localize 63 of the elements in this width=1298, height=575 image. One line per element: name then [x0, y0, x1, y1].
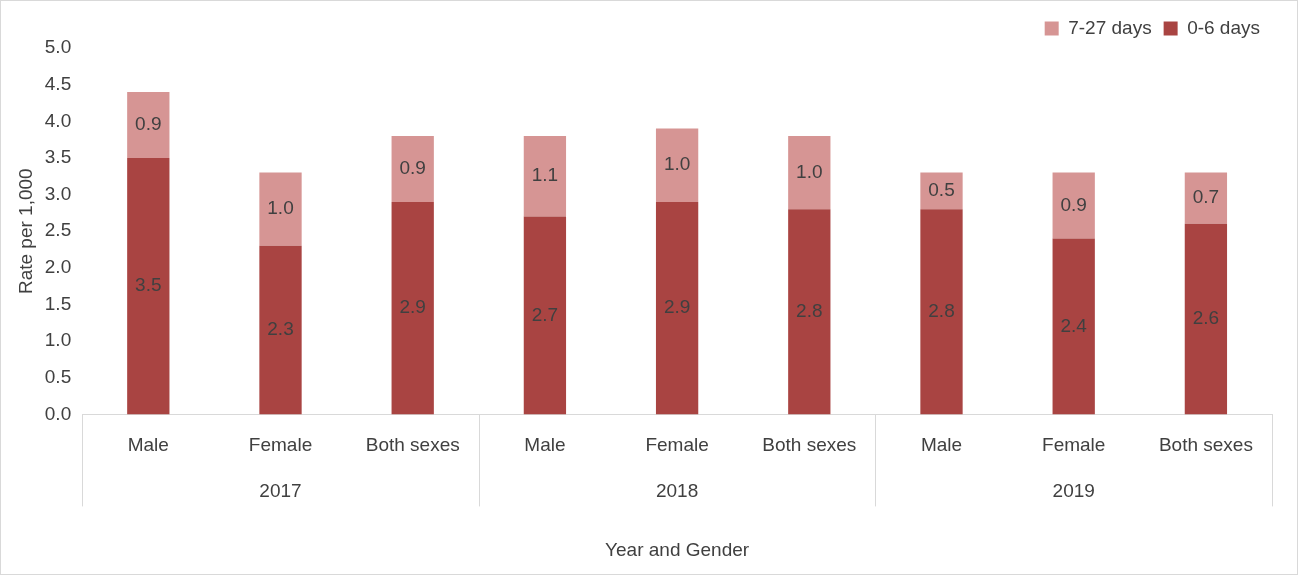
- x-tick-label: Female: [248, 434, 313, 456]
- data-label: 1.1: [531, 164, 559, 186]
- text: 2018: [655, 479, 699, 501]
- bar: [127, 157, 170, 415]
- data-label: 1.0: [663, 153, 691, 175]
- bar: [523, 216, 567, 415]
- data-label: 2.3: [267, 318, 294, 340]
- bar: [655, 201, 699, 415]
- y-tick-label: 0.5: [44, 365, 72, 387]
- bar: [788, 135, 831, 210]
- y-tick-label: 1.0: [44, 329, 72, 351]
- data-label: 1.0: [796, 160, 823, 182]
- data-label: 0.9: [1060, 193, 1087, 215]
- data-label: 2.7: [531, 303, 559, 325]
- data-label: 2.8: [796, 300, 823, 322]
- data-label: 3.5: [135, 274, 162, 296]
- x-tick-label: Female: [1042, 434, 1106, 456]
- bar: [127, 91, 170, 158]
- legend-label: 0-6 days: [1187, 16, 1260, 38]
- x-tick-label: Both sexes: [762, 434, 857, 456]
- x-tick-label: Male: [920, 434, 963, 456]
- y-tick-label: 2.5: [44, 219, 72, 241]
- y-axis-title: Rate per 1,000: [14, 168, 36, 295]
- bar: [391, 135, 434, 202]
- data-label: 2.4: [1060, 314, 1088, 336]
- bar: [1052, 172, 1095, 239]
- y-tick-label: 3.5: [44, 146, 72, 168]
- text: 2017: [259, 479, 302, 501]
- x-axis-title: Year and Gender: [605, 538, 750, 560]
- x-tick-label: Both sexes: [365, 434, 460, 456]
- x-tick-label: Female: [645, 434, 709, 456]
- data-label: 2.6: [1192, 307, 1220, 329]
- x-tick-label: Both sexes: [1158, 434, 1253, 456]
- bar: [788, 209, 831, 415]
- bar: [655, 128, 699, 202]
- y-tick-label: 0.0: [44, 402, 72, 424]
- data-label: 2.9: [399, 296, 426, 318]
- bar: [259, 245, 302, 415]
- y-tick-label: 3.0: [44, 182, 72, 204]
- data-label: 0.9: [399, 157, 426, 179]
- y-tick-label: 1.5: [44, 292, 72, 314]
- x-tick-label: Male: [524, 434, 566, 456]
- y-tick-label: 4.0: [44, 109, 72, 131]
- x-tick-label: Male: [127, 434, 169, 456]
- text: 2019: [1052, 479, 1095, 501]
- bar: [259, 172, 302, 246]
- bar: [1184, 223, 1228, 415]
- y-tick-label: 2.0: [44, 256, 72, 278]
- y-tick-label: 4.5: [44, 72, 72, 94]
- bar: [391, 201, 434, 415]
- data-label: 2.8: [928, 300, 955, 322]
- data-label: 2.9: [663, 296, 691, 318]
- bar: [920, 172, 963, 210]
- legend-label: 7-27 days: [1068, 16, 1152, 38]
- data-label: 1.0: [267, 197, 294, 219]
- data-label: 0.5: [928, 179, 955, 201]
- bar: [1184, 172, 1228, 224]
- data-label: 0.7: [1192, 186, 1220, 208]
- data-label: 0.9: [135, 113, 162, 135]
- bar: [1052, 238, 1095, 415]
- bar: [920, 209, 963, 415]
- y-tick-label: 5.0: [44, 36, 72, 58]
- bar: [523, 135, 567, 217]
